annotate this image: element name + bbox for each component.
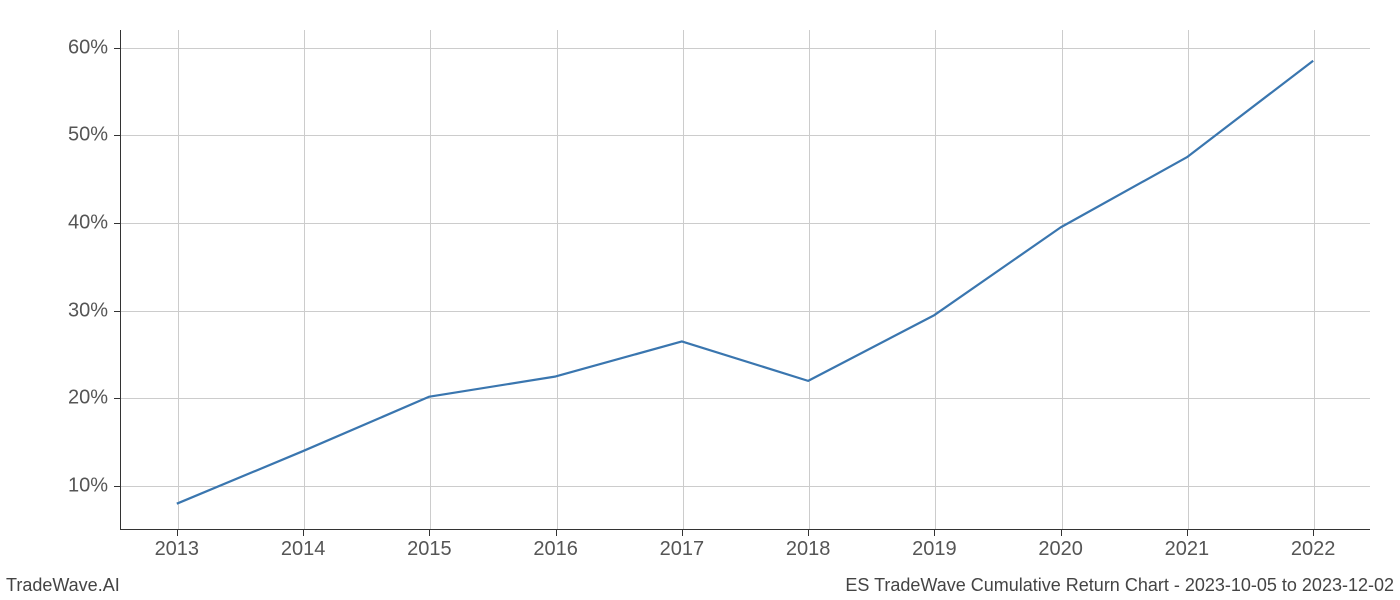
- x-tick-label: 2014: [281, 538, 326, 561]
- x-tick-mark: [1187, 530, 1188, 536]
- footer-brand: TradeWave.AI: [6, 575, 120, 596]
- y-tick-mark: [114, 398, 120, 399]
- line-series: [177, 61, 1313, 504]
- line-series-svg: [0, 0, 1400, 600]
- y-tick-mark: [114, 311, 120, 312]
- x-tick-mark: [682, 530, 683, 536]
- x-tick-mark: [303, 530, 304, 536]
- x-tick-label: 2019: [912, 538, 957, 561]
- chart-container: TradeWave.AI ES TradeWave Cumulative Ret…: [0, 0, 1400, 600]
- y-tick-label: 20%: [68, 387, 108, 410]
- x-tick-label: 2020: [1038, 538, 1083, 561]
- x-tick-label: 2018: [786, 538, 831, 561]
- footer-caption: ES TradeWave Cumulative Return Chart - 2…: [845, 575, 1394, 596]
- y-tick-mark: [114, 135, 120, 136]
- x-tick-mark: [808, 530, 809, 536]
- x-tick-mark: [934, 530, 935, 536]
- x-tick-mark: [556, 530, 557, 536]
- y-tick-label: 10%: [68, 475, 108, 498]
- x-tick-mark: [177, 530, 178, 536]
- y-tick-label: 30%: [68, 299, 108, 322]
- y-tick-mark: [114, 48, 120, 49]
- x-tick-label: 2015: [407, 538, 452, 561]
- y-tick-label: 50%: [68, 124, 108, 147]
- y-tick-mark: [114, 223, 120, 224]
- x-tick-mark: [1313, 530, 1314, 536]
- x-tick-label: 2021: [1165, 538, 1210, 561]
- x-tick-label: 2017: [660, 538, 705, 561]
- y-tick-mark: [114, 486, 120, 487]
- y-tick-label: 60%: [68, 36, 108, 59]
- x-tick-label: 2016: [533, 538, 578, 561]
- x-tick-label: 2022: [1291, 538, 1336, 561]
- x-tick-label: 2013: [155, 538, 200, 561]
- x-tick-mark: [429, 530, 430, 536]
- x-tick-mark: [1061, 530, 1062, 536]
- y-tick-label: 40%: [68, 211, 108, 234]
